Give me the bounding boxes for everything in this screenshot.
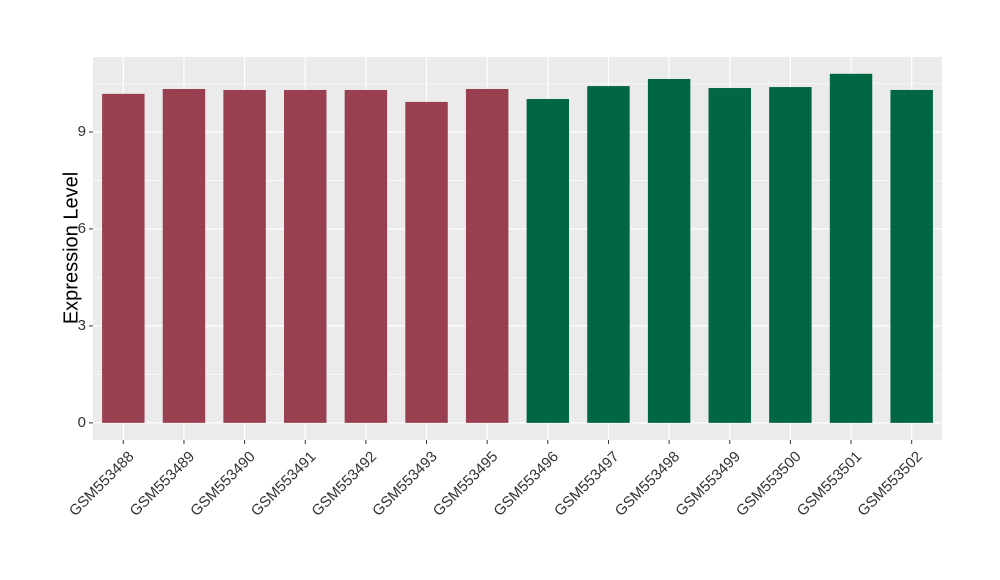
y-tick-label: 0 <box>78 414 86 431</box>
bar <box>829 73 873 423</box>
bar <box>465 88 509 423</box>
bar <box>405 101 448 423</box>
y-tick-label: 3 <box>78 317 86 334</box>
bar <box>890 89 933 423</box>
bar <box>344 89 388 423</box>
bar <box>223 89 266 423</box>
y-axis-title: Expression Level <box>60 172 82 324</box>
bar <box>102 93 145 423</box>
y-tick-label: 6 <box>78 220 86 237</box>
bar <box>708 88 751 423</box>
y-tick-label: 9 <box>78 123 86 140</box>
bar <box>526 99 570 423</box>
bar <box>162 88 206 423</box>
bar <box>647 78 691 423</box>
bar <box>769 87 812 423</box>
bar <box>284 89 327 423</box>
bar <box>587 86 630 423</box>
panel <box>93 57 942 440</box>
x-tick-label: GSM553502 <box>854 448 926 520</box>
